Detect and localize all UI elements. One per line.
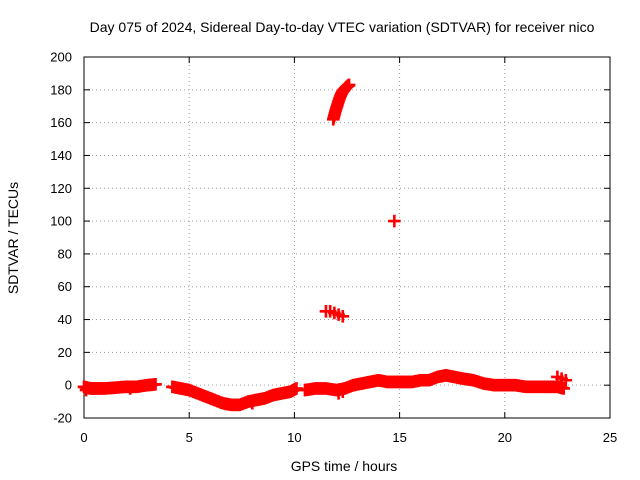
data-point bbox=[559, 373, 573, 387]
series-spike-isolated bbox=[388, 214, 401, 228]
x-tick-label: 20 bbox=[498, 430, 512, 445]
plot-frame bbox=[83, 56, 611, 419]
series-spike-middle bbox=[319, 305, 350, 323]
trace-point bbox=[342, 79, 355, 92]
y-tick-label: 160 bbox=[50, 115, 72, 130]
y-tick-label: 140 bbox=[50, 148, 72, 163]
x-tick-label: 5 bbox=[186, 430, 193, 445]
y-tick-label: 20 bbox=[58, 345, 72, 360]
data-point bbox=[388, 214, 401, 228]
data-point bbox=[336, 309, 350, 323]
y-tick-label: 100 bbox=[50, 214, 72, 229]
trace-point bbox=[289, 382, 302, 396]
y-tick-label: 60 bbox=[58, 279, 72, 294]
spike-upper-trace bbox=[327, 79, 355, 124]
chart-title: Day 075 of 2024, Sidereal Day-to-day VTE… bbox=[90, 19, 595, 35]
y-tick-label: 0 bbox=[65, 378, 72, 393]
y-tick-labels: -20 0 20 40 60 80 100 120 140 160 180 200 bbox=[50, 50, 72, 426]
x-tick-label: 0 bbox=[80, 430, 87, 445]
trace-point bbox=[556, 381, 569, 395]
y-tick-label: 80 bbox=[58, 246, 72, 261]
axis-ticks bbox=[83, 56, 611, 419]
trace-point bbox=[147, 378, 161, 391]
x-tick-labels: 0 5 10 15 20 25 bbox=[80, 430, 617, 445]
y-tick-label: -20 bbox=[53, 411, 72, 426]
x-tick-label: 10 bbox=[287, 430, 301, 445]
y-tick-label: 200 bbox=[50, 50, 72, 65]
y-tick-label: 180 bbox=[50, 82, 72, 97]
x-axis-label: GPS time / hours bbox=[291, 458, 398, 474]
y-axis-label: SDTVAR / TECUs bbox=[5, 182, 21, 294]
x-tick-label: 25 bbox=[603, 430, 617, 445]
data-points bbox=[77, 78, 573, 412]
grid-lines bbox=[84, 57, 610, 418]
x-tick-label: 15 bbox=[392, 430, 406, 445]
baseline-trace bbox=[78, 369, 569, 412]
y-tick-label: 120 bbox=[50, 181, 72, 196]
y-tick-label: 40 bbox=[58, 312, 72, 327]
